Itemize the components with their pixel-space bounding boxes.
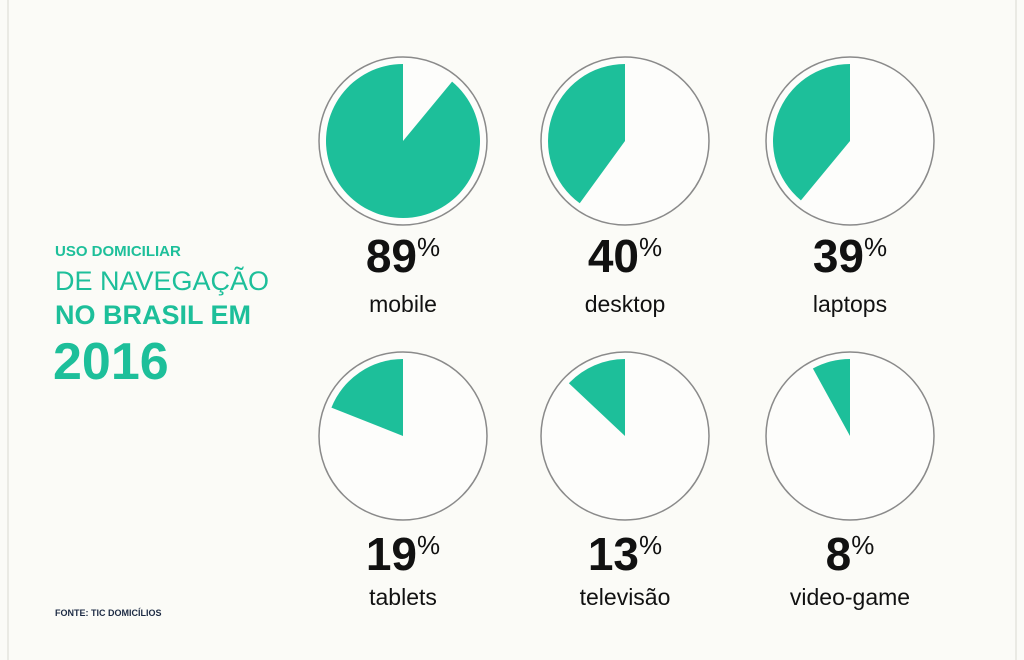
pie-slice bbox=[568, 359, 625, 436]
pie-slice bbox=[325, 64, 480, 218]
value: 8 bbox=[826, 528, 852, 580]
pie-slice bbox=[772, 64, 850, 201]
source: FONTE: TIC DOMICÍLIOS bbox=[55, 608, 162, 618]
title-line: USO DOMICILIAR bbox=[55, 243, 181, 260]
pie-slice bbox=[548, 64, 625, 204]
category-label: desktop bbox=[585, 291, 666, 317]
value-label: 40% bbox=[588, 230, 662, 282]
unit: % bbox=[864, 232, 887, 262]
value-label: 13% bbox=[588, 528, 662, 580]
unit: % bbox=[417, 530, 440, 560]
title-line: DE NAVEGAÇÃO bbox=[55, 265, 269, 296]
title-line: 2016 bbox=[53, 333, 169, 391]
value: 39 bbox=[813, 230, 864, 282]
value-label: 8% bbox=[826, 528, 875, 580]
title-line: NO BRASIL EM bbox=[55, 300, 251, 330]
pie-slice bbox=[331, 359, 403, 436]
category-label: mobile bbox=[369, 291, 437, 317]
unit: % bbox=[639, 530, 662, 560]
value: 19 bbox=[366, 528, 417, 580]
value: 40 bbox=[588, 230, 639, 282]
unit: % bbox=[639, 232, 662, 262]
category-label: televisão bbox=[580, 584, 671, 610]
category-label: tablets bbox=[369, 584, 437, 610]
value-label: 89% bbox=[366, 230, 440, 282]
pie-slice bbox=[812, 359, 850, 436]
unit: % bbox=[851, 530, 874, 560]
value-label: 19% bbox=[366, 528, 440, 580]
category-label: video-game bbox=[790, 584, 910, 610]
value-label: 39% bbox=[813, 230, 887, 282]
unit: % bbox=[417, 232, 440, 262]
value: 13 bbox=[588, 528, 639, 580]
value: 89 bbox=[366, 230, 417, 282]
category-label: laptops bbox=[813, 291, 887, 317]
